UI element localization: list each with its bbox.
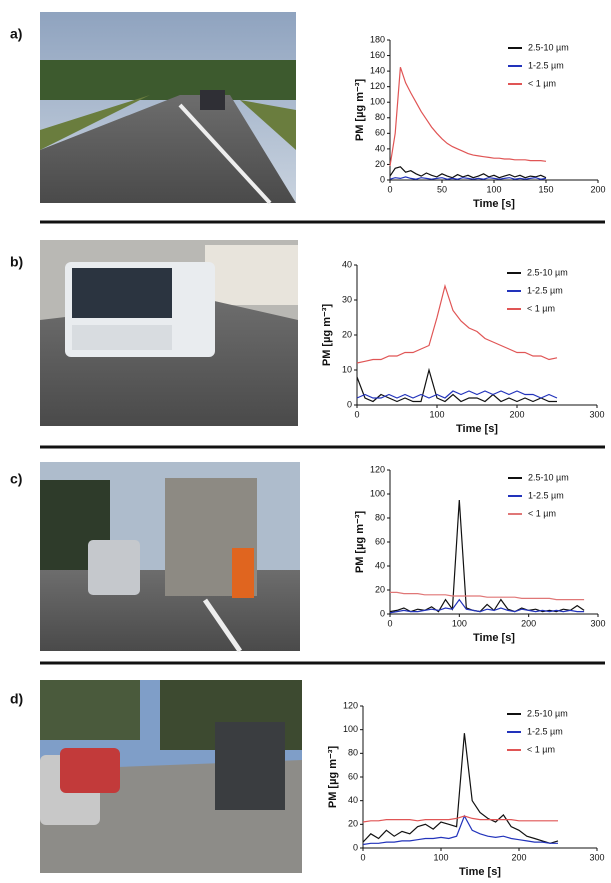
panel-label: a) bbox=[10, 26, 22, 42]
y-tick-label: 80 bbox=[375, 112, 385, 122]
x-tick-label: 50 bbox=[437, 184, 447, 194]
x-tick-label: 200 bbox=[521, 618, 536, 628]
series-line bbox=[357, 286, 557, 363]
y-tick-label: 0 bbox=[380, 174, 385, 184]
y-tick-label: 140 bbox=[370, 65, 385, 75]
y-tick-label: 120 bbox=[370, 81, 385, 91]
x-tick-label: 300 bbox=[589, 852, 604, 862]
legend-label: 2.5-10 µm bbox=[527, 267, 568, 277]
y-tick-label: 0 bbox=[353, 842, 358, 852]
x-tick-label: 300 bbox=[590, 618, 605, 628]
y-tick-label: 20 bbox=[375, 159, 385, 169]
legend-label: 2.5-10 µm bbox=[528, 472, 569, 482]
y-tick-label: 0 bbox=[380, 608, 385, 618]
photo bbox=[40, 680, 302, 873]
x-axis-title: Time [s] bbox=[456, 423, 498, 435]
x-axis-title: Time [s] bbox=[459, 866, 501, 878]
y-tick-label: 40 bbox=[375, 143, 385, 153]
y-tick-label: 0 bbox=[347, 399, 352, 409]
legend-label: 1-2.5 µm bbox=[527, 726, 563, 736]
x-tick-label: 0 bbox=[354, 409, 359, 419]
x-tick-label: 0 bbox=[360, 852, 365, 862]
x-tick-label: 200 bbox=[509, 409, 524, 419]
y-tick-label: 20 bbox=[342, 329, 352, 339]
photo bbox=[40, 12, 296, 203]
x-tick-label: 0 bbox=[387, 184, 392, 194]
y-tick-label: 80 bbox=[375, 512, 385, 522]
y-tick-label: 40 bbox=[375, 560, 385, 570]
legend-label: 1-2.5 µm bbox=[528, 60, 564, 70]
y-tick-label: 10 bbox=[342, 364, 352, 374]
x-tick-label: 0 bbox=[387, 618, 392, 628]
legend-label: < 1 µm bbox=[528, 508, 556, 518]
series-line bbox=[357, 370, 557, 402]
y-tick-label: 180 bbox=[370, 34, 385, 44]
legend-label: < 1 µm bbox=[527, 303, 555, 313]
legend-label: 2.5-10 µm bbox=[528, 42, 569, 52]
x-tick-label: 100 bbox=[452, 618, 467, 628]
y-tick-label: 20 bbox=[348, 819, 358, 829]
y-axis-title: PM [µg m⁻³] bbox=[321, 304, 333, 367]
panel-label: d) bbox=[10, 691, 23, 707]
y-tick-label: 120 bbox=[370, 464, 385, 474]
x-tick-label: 200 bbox=[590, 184, 605, 194]
x-tick-label: 300 bbox=[589, 409, 604, 419]
series-line bbox=[363, 816, 558, 822]
x-tick-label: 150 bbox=[538, 184, 553, 194]
y-tick-label: 40 bbox=[342, 259, 352, 269]
y-tick-label: 40 bbox=[348, 795, 358, 805]
series-line bbox=[390, 592, 584, 599]
figure: a)020406080100120140160180050100150200Ti… bbox=[0, 0, 611, 883]
photo bbox=[40, 462, 300, 651]
series-line bbox=[390, 177, 546, 179]
panel-label: c) bbox=[10, 471, 22, 487]
photo bbox=[40, 240, 298, 426]
y-tick-label: 60 bbox=[375, 128, 385, 138]
y-tick-label: 100 bbox=[370, 488, 385, 498]
y-tick-label: 80 bbox=[348, 748, 358, 758]
x-tick-label: 100 bbox=[433, 852, 448, 862]
y-tick-label: 60 bbox=[348, 771, 358, 781]
y-axis-title: PM [µg m⁻³] bbox=[354, 511, 366, 574]
x-tick-label: 100 bbox=[486, 184, 501, 194]
legend-label: < 1 µm bbox=[527, 744, 555, 754]
y-axis-title: PM [µg m⁻³] bbox=[354, 79, 366, 142]
series-line bbox=[390, 67, 546, 166]
series-line bbox=[390, 167, 546, 178]
y-tick-label: 60 bbox=[375, 536, 385, 546]
legend-label: 1-2.5 µm bbox=[527, 285, 563, 295]
y-tick-label: 120 bbox=[343, 700, 358, 710]
y-tick-label: 100 bbox=[343, 724, 358, 734]
x-tick-label: 200 bbox=[511, 852, 526, 862]
x-axis-title: Time [s] bbox=[473, 198, 515, 210]
y-tick-label: 20 bbox=[375, 584, 385, 594]
legend-label: < 1 µm bbox=[528, 78, 556, 88]
x-axis-title: Time [s] bbox=[473, 632, 515, 644]
y-tick-label: 100 bbox=[370, 97, 385, 107]
x-tick-label: 100 bbox=[429, 409, 444, 419]
panel-label: b) bbox=[10, 254, 23, 270]
y-tick-label: 160 bbox=[370, 50, 385, 60]
series-line bbox=[390, 600, 584, 613]
y-axis-title: PM [µg m⁻³] bbox=[327, 746, 339, 809]
legend-label: 1-2.5 µm bbox=[528, 490, 564, 500]
legend-label: 2.5-10 µm bbox=[527, 708, 568, 718]
y-tick-label: 30 bbox=[342, 294, 352, 304]
